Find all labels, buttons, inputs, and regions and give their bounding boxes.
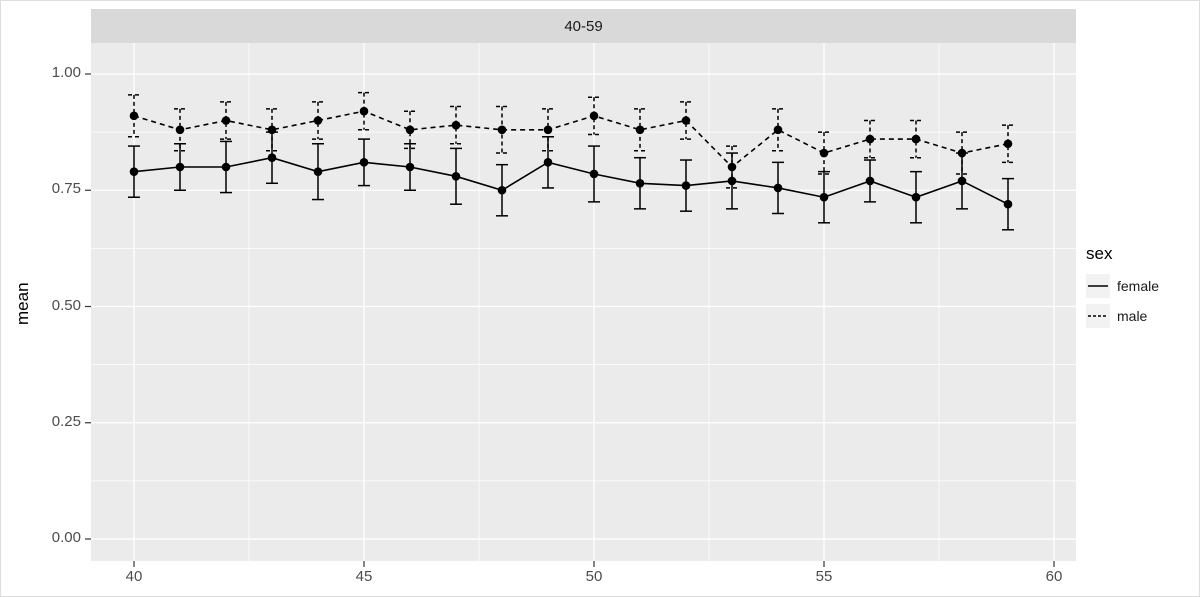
plot-panel <box>85 43 1076 567</box>
legend-entry-male: male <box>1086 304 1159 328</box>
x-axis-tick-label: 40 <box>125 568 143 585</box>
y-axis-tick-label: 0.25 <box>51 412 81 430</box>
x-axis-tick-label: 50 <box>585 568 603 585</box>
y-axis-tick-label: 0.50 <box>51 296 81 314</box>
legend: sex female male <box>1086 244 1159 334</box>
x-axis-tick-label: 55 <box>815 568 833 585</box>
x-axis-tick-label: 60 <box>1045 568 1063 585</box>
legend-entry-female: female <box>1086 274 1159 298</box>
y-axis-tick-label: 1.00 <box>51 64 81 81</box>
legend-label-female: female <box>1117 278 1160 294</box>
plot-area <box>85 43 1076 567</box>
dashed-line-icon <box>1086 304 1110 328</box>
legend-title: sex <box>1086 244 1113 263</box>
legend-label-male: male <box>1117 308 1148 324</box>
y-axis-tick-label: 0.00 <box>51 529 81 546</box>
y-axis-tick-label: 0.75 <box>51 180 81 198</box>
x-axis-tick-label: 45 <box>355 568 373 585</box>
y-axis-title: mean <box>13 282 32 325</box>
solid-line-icon <box>1086 274 1110 298</box>
facet-strip-label: 40-59 <box>91 9 1076 43</box>
